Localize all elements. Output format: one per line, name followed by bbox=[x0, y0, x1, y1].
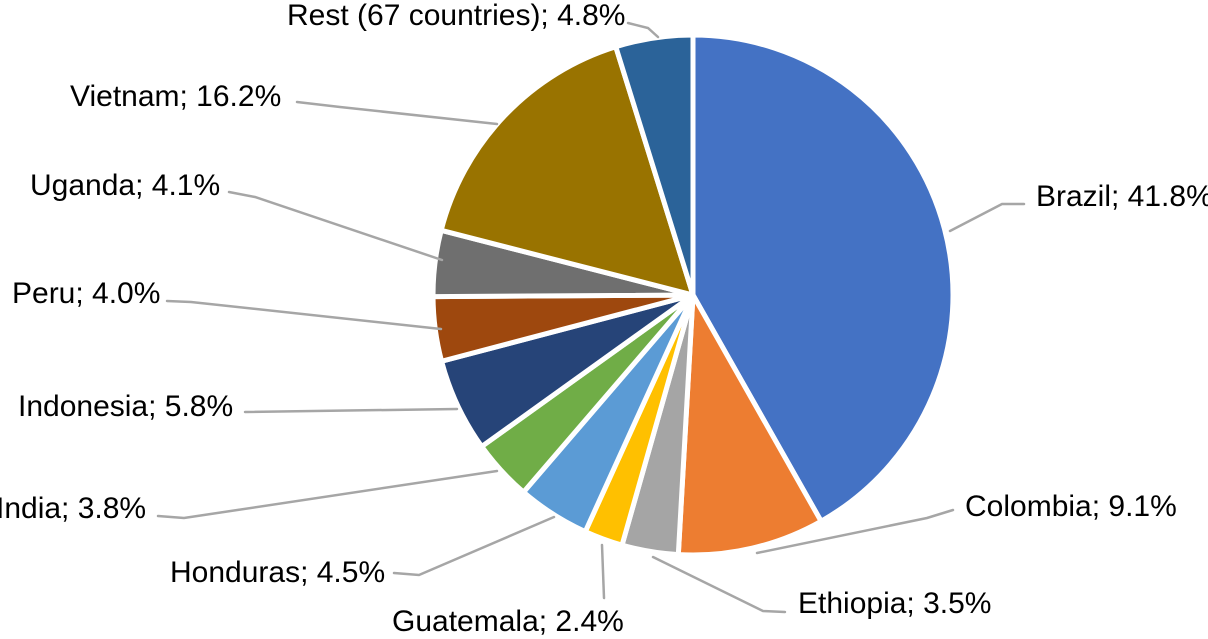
slice-label-guatemala: Guatemala; 2.4% bbox=[392, 605, 624, 638]
leader-line-indonesia bbox=[243, 407, 459, 414]
leader-line-ethiopia bbox=[651, 555, 787, 614]
pie-slices-group bbox=[430, 32, 956, 558]
slice-label-brazil: Brazil; 41.8% bbox=[1036, 180, 1208, 213]
slice-label-indonesia: Indonesia; 5.8% bbox=[18, 390, 233, 423]
leader-line-rest-67-countries bbox=[626, 21, 660, 39]
pie-slice-vietnam bbox=[438, 44, 696, 298]
slice-label-peru: Peru; 4.0% bbox=[12, 277, 160, 310]
leader-line-honduras bbox=[392, 515, 556, 577]
pie-slice-colombia bbox=[675, 292, 824, 558]
leader-line-colombia bbox=[755, 508, 955, 555]
slice-label-colombia: Colombia; 9.1% bbox=[965, 490, 1177, 523]
leader-line-guatemala bbox=[600, 543, 606, 600]
slice-label-rest-67-countries: Rest (67 countries); 4.8% bbox=[287, 0, 625, 32]
slice-label-uganda: Uganda; 4.1% bbox=[30, 169, 220, 202]
leader-line-peru bbox=[165, 299, 443, 331]
slice-label-vietnam: Vietnam; 16.2% bbox=[70, 80, 281, 113]
slice-label-ethiopia: Ethiopia; 3.5% bbox=[798, 587, 991, 620]
leader-line-uganda bbox=[227, 190, 444, 262]
slice-label-honduras: Honduras; 4.5% bbox=[170, 556, 385, 589]
pie-slice-rest-67-countries bbox=[613, 32, 696, 298]
leader-line-brazil bbox=[948, 202, 1026, 233]
leader-line-india bbox=[156, 469, 499, 520]
pie-slice-brazil bbox=[690, 32, 956, 524]
leader-line-vietnam bbox=[295, 100, 499, 126]
slice-label-india: India; 3.8% bbox=[0, 492, 146, 525]
leader-lines-group bbox=[156, 21, 1026, 614]
